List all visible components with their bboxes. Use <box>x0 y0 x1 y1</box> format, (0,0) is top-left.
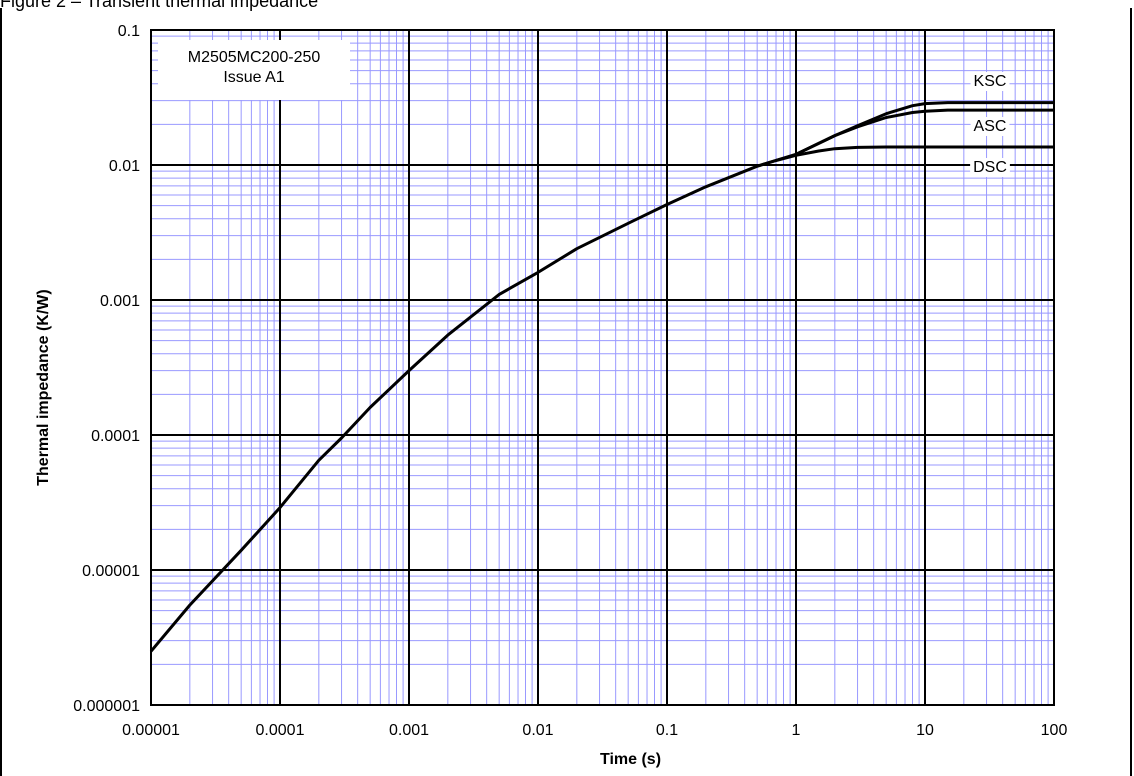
curve-shared-segment <box>149 152 797 653</box>
x-tick-label: 0.1 <box>656 722 678 739</box>
y-tick-label: 0.1 <box>118 23 140 40</box>
series-label-background <box>970 72 1010 91</box>
x-axis-title: Time (s) <box>600 751 661 768</box>
x-tick-label: 0.0001 <box>256 722 305 739</box>
x-tick-label: 100 <box>1041 722 1068 739</box>
x-tick-label: 1 <box>792 722 801 739</box>
series-label-dsc: DSC <box>973 159 1007 176</box>
x-tick-label: 0.01 <box>522 722 553 739</box>
annotation-line-2: Issue A1 <box>223 69 284 86</box>
y-tick-label: 0.000001 <box>73 698 140 715</box>
y-tick-labels: 0.000001 0.00001 0.0001 0.001 0.01 0.1 <box>73 23 140 715</box>
x-tick-label: 10 <box>916 722 934 739</box>
plot-area-border <box>150 29 1055 706</box>
major-gridlines <box>151 30 1054 705</box>
x-tick-labels: 0.00001 0.0001 0.001 0.01 0.1 1 10 100 <box>122 722 1067 739</box>
y-tick-label: 0.01 <box>109 158 140 175</box>
y-axis-title: Thermal impedance (K/W) <box>35 289 52 485</box>
x-tick-label: 0.001 <box>389 722 429 739</box>
series-label-background <box>970 117 1010 136</box>
figure-frame <box>0 8 1132 776</box>
series-label-background <box>970 158 1010 177</box>
y-tick-label: 0.0001 <box>91 428 140 445</box>
annotation-box: M2505MC200-250 Issue A1 <box>158 40 350 100</box>
y-tick-label: 0.001 <box>100 293 140 310</box>
curve-asc <box>795 108 1054 156</box>
series-layer: KSC ASC DSC <box>149 72 1054 653</box>
series-label-asc: ASC <box>974 118 1007 135</box>
annotation-line-1: M2505MC200-250 <box>188 49 321 66</box>
y-tick-label: 0.00001 <box>82 563 140 580</box>
x-tick-label: 0.00001 <box>122 722 180 739</box>
figure-caption: Figure 2 – Transient thermal impedance <box>0 0 319 11</box>
curve-dsc <box>756 145 1054 168</box>
series-label-ksc: KSC <box>974 73 1007 90</box>
minor-gridlines <box>151 30 1054 705</box>
